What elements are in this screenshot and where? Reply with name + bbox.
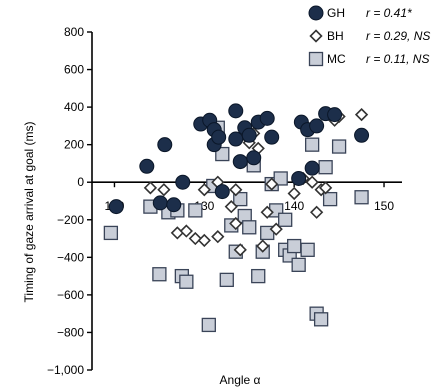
legend-marker-gh bbox=[308, 5, 324, 21]
gh-point bbox=[157, 137, 173, 153]
y-tick-label: 800 bbox=[64, 25, 84, 39]
gh-point bbox=[108, 199, 124, 215]
gh-point bbox=[214, 184, 230, 200]
mc-point bbox=[273, 171, 288, 186]
bh-point bbox=[229, 216, 243, 231]
y-tick-label: 400 bbox=[64, 100, 84, 114]
gh-point bbox=[309, 118, 325, 134]
bh-point bbox=[224, 200, 238, 214]
axes: 8006004002000−200−400−600−800−1,00012013… bbox=[47, 25, 402, 377]
bh-point bbox=[197, 233, 211, 248]
x-axis-title: Angle α bbox=[220, 373, 261, 387]
data-points bbox=[103, 103, 370, 333]
legend-stat-mc: r = 0.11, NS bbox=[366, 52, 429, 66]
bh-point bbox=[229, 183, 243, 197]
bh-point bbox=[188, 231, 202, 246]
mc-point bbox=[291, 257, 306, 272]
mc-point bbox=[179, 274, 194, 289]
gh-point bbox=[175, 174, 191, 190]
bh-point bbox=[269, 222, 283, 236]
gh-point bbox=[264, 129, 280, 145]
bh-point bbox=[260, 205, 274, 219]
mc-point bbox=[233, 191, 248, 207]
bh-point bbox=[170, 226, 184, 240]
bh-point bbox=[318, 181, 333, 195]
legend-stat-gh: r = 0.41* bbox=[366, 6, 412, 20]
mc-point bbox=[354, 190, 369, 205]
mc-point bbox=[313, 312, 329, 327]
gh-point bbox=[291, 170, 307, 186]
gh-point bbox=[139, 158, 155, 174]
bh-point bbox=[305, 175, 319, 189]
gh-point bbox=[304, 160, 320, 176]
y-tick-label: −400 bbox=[57, 250, 84, 264]
gh-point bbox=[232, 154, 248, 170]
gh-point bbox=[166, 197, 182, 213]
series-gh bbox=[108, 103, 370, 215]
bh-point bbox=[179, 224, 193, 238]
mc-point bbox=[219, 272, 234, 288]
bh-point bbox=[265, 177, 279, 191]
legend: GH r = 0.41* BH r = 0.29, NS MC r = 0.11, NS bbox=[308, 5, 430, 67]
mc-point bbox=[304, 137, 320, 152]
y-tick-label: 200 bbox=[64, 138, 84, 152]
mc-point bbox=[201, 317, 216, 333]
mc-point bbox=[251, 268, 266, 284]
legend-label-bh: BH bbox=[327, 29, 344, 43]
legend-stat-bh: r = 0.29, NS bbox=[366, 29, 430, 43]
y-tick-label: 0 bbox=[77, 175, 84, 189]
mc-point bbox=[278, 212, 293, 227]
bh-point bbox=[143, 181, 158, 195]
y-tick-label: −800 bbox=[57, 325, 84, 339]
mc-point bbox=[188, 203, 203, 218]
mc-point bbox=[318, 160, 333, 175]
y-axis-title: Timing of gaze arrival at goal (ms) bbox=[22, 122, 36, 303]
gh-point bbox=[228, 131, 244, 147]
y-tick-label: −1,000 bbox=[47, 363, 84, 377]
bh-point bbox=[354, 107, 369, 122]
gh-point bbox=[246, 150, 262, 166]
legend-label-gh: GH bbox=[327, 6, 345, 20]
x-tick-label: 150 bbox=[374, 199, 394, 213]
legend-marker-bh bbox=[309, 29, 323, 43]
mc-point bbox=[242, 220, 257, 235]
gh-point bbox=[211, 129, 227, 145]
gh-point bbox=[259, 110, 275, 126]
bh-point bbox=[287, 186, 301, 201]
legend-label-mc: MC bbox=[327, 52, 346, 66]
y-tick-label: −600 bbox=[57, 288, 84, 302]
bh-point bbox=[233, 243, 247, 257]
mc-point bbox=[152, 267, 167, 282]
gh-point bbox=[241, 127, 257, 143]
y-tick-label: 600 bbox=[64, 63, 84, 77]
gh-point bbox=[354, 127, 370, 143]
x-tick-label: 140 bbox=[284, 199, 304, 213]
mc-point bbox=[331, 139, 347, 154]
mc-point bbox=[103, 225, 119, 241]
bh-point bbox=[157, 183, 171, 197]
y-tick-label: −200 bbox=[57, 213, 84, 227]
legend-marker-mc bbox=[308, 51, 324, 67]
bh-point bbox=[256, 239, 270, 253]
bh-point bbox=[211, 230, 225, 244]
bh-point bbox=[197, 183, 211, 197]
bh-point bbox=[310, 205, 324, 219]
mc-point bbox=[300, 242, 315, 257]
mc-point bbox=[215, 146, 230, 162]
gh-point bbox=[228, 103, 244, 119]
mc-point bbox=[287, 238, 302, 254]
mc-point bbox=[322, 191, 338, 207]
gh-point bbox=[327, 107, 343, 123]
gh-point bbox=[152, 195, 168, 211]
